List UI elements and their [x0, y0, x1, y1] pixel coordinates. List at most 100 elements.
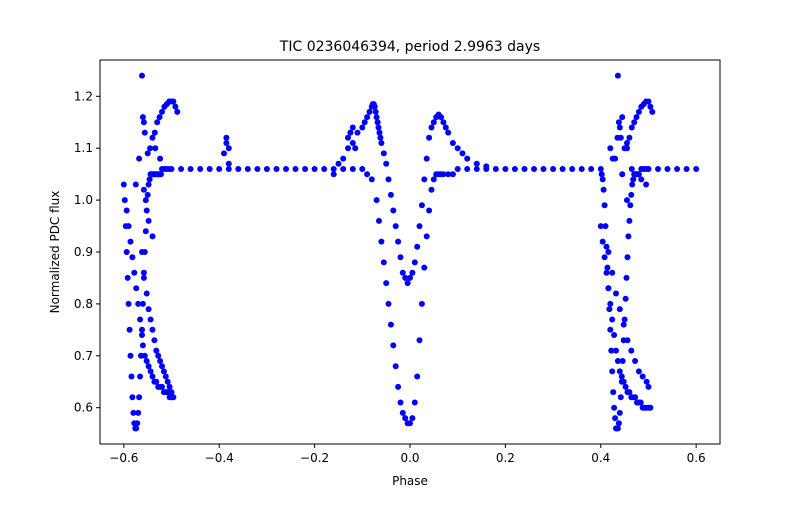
- data-point: [133, 425, 140, 432]
- data-point: [559, 166, 566, 172]
- data-point: [157, 358, 164, 364]
- x-tick-label: 0.0: [400, 451, 419, 465]
- data-point: [159, 363, 165, 370]
- data-point: [632, 358, 639, 364]
- data-point: [375, 124, 382, 131]
- x-tick-label: 0.2: [496, 451, 515, 465]
- data-point: [440, 171, 447, 178]
- data-point: [302, 166, 309, 172]
- data-point: [599, 238, 606, 245]
- data-point: [611, 404, 618, 411]
- x-tick-label: 0.4: [591, 451, 610, 465]
- data-point: [134, 420, 141, 427]
- axis-ticks: −0.6 −0.4 −0.2 0.0 0.2 0.4 0.6 0.6 0.7 0.8 0.9 1.0 1…: [74, 89, 706, 465]
- data-point: [125, 300, 132, 307]
- data-point: [135, 300, 142, 307]
- data-point: [155, 352, 162, 359]
- data-point: [631, 119, 638, 126]
- data-point: [600, 186, 607, 193]
- data-point: [440, 119, 447, 126]
- data-point: [377, 134, 384, 141]
- data-point: [423, 233, 430, 240]
- data-point: [133, 285, 140, 292]
- data-point: [144, 191, 151, 198]
- data-point: [623, 274, 630, 281]
- data-point: [383, 160, 390, 167]
- data-point: [611, 332, 618, 338]
- data-point: [143, 358, 150, 364]
- data-point: [366, 108, 373, 115]
- data-point: [359, 166, 366, 172]
- data-point: [127, 352, 134, 359]
- data-point: [664, 166, 671, 172]
- data-point: [614, 425, 621, 432]
- data-point: [454, 145, 461, 152]
- data-point: [445, 171, 452, 178]
- data-point: [521, 166, 528, 172]
- data-point: [149, 373, 156, 380]
- data-point: [449, 140, 456, 146]
- data-point: [598, 171, 605, 178]
- data-point: [540, 166, 547, 172]
- data-point: [643, 378, 650, 385]
- y-tick-label: 1.1: [74, 141, 93, 155]
- data-point: [139, 326, 145, 333]
- data-point: [609, 316, 616, 323]
- data-point: [139, 249, 145, 255]
- data-point: [159, 383, 165, 390]
- data-point: [187, 166, 194, 172]
- data-point: [157, 155, 164, 162]
- data-point: [373, 114, 380, 121]
- data-point: [160, 368, 167, 375]
- data-point: [607, 300, 614, 307]
- data-point: [330, 171, 337, 178]
- data-point: [142, 228, 149, 235]
- data-point: [604, 264, 611, 271]
- data-point: [635, 368, 642, 375]
- data-point: [628, 347, 635, 354]
- data-point: [376, 129, 383, 136]
- data-point: [131, 269, 138, 276]
- data-point: [639, 373, 646, 380]
- data-point: [638, 176, 645, 183]
- data-point: [283, 166, 289, 172]
- data-point: [416, 337, 423, 344]
- data-point: [149, 134, 156, 141]
- data-point: [693, 166, 700, 172]
- data-point: [416, 223, 423, 230]
- x-tick-label: −0.2: [300, 451, 329, 465]
- data-point: [120, 181, 127, 188]
- data-point: [423, 155, 430, 162]
- data-point: [612, 415, 619, 422]
- data-point: [603, 269, 610, 276]
- data-point: [321, 166, 328, 172]
- data-point: [141, 352, 148, 359]
- data-point: [483, 163, 490, 170]
- data-point: [140, 269, 147, 276]
- data-point: [127, 238, 134, 245]
- data-point: [397, 399, 404, 406]
- x-tick-label: −0.4: [205, 451, 234, 465]
- data-point: [166, 383, 173, 390]
- data-point: [139, 342, 146, 349]
- chart-title: TIC 0236046394, period 2.9963 days: [279, 39, 540, 55]
- data-point: [263, 166, 270, 172]
- data-point: [354, 129, 361, 136]
- data-point: [578, 166, 585, 172]
- data-point: [225, 145, 232, 152]
- data-point: [206, 166, 213, 172]
- data-point: [628, 166, 635, 172]
- data-point: [385, 176, 392, 183]
- data-point: [139, 114, 146, 121]
- data-point: [411, 259, 418, 266]
- y-tick-label: 0.7: [74, 349, 93, 363]
- data-point: [147, 368, 154, 375]
- data-point: [124, 274, 131, 281]
- data-point: [151, 129, 158, 136]
- data-point: [143, 290, 150, 297]
- data-point: [624, 140, 630, 146]
- data-point: [418, 202, 425, 209]
- data-point: [617, 134, 624, 141]
- data-point: [378, 140, 385, 146]
- data-point: [597, 166, 604, 172]
